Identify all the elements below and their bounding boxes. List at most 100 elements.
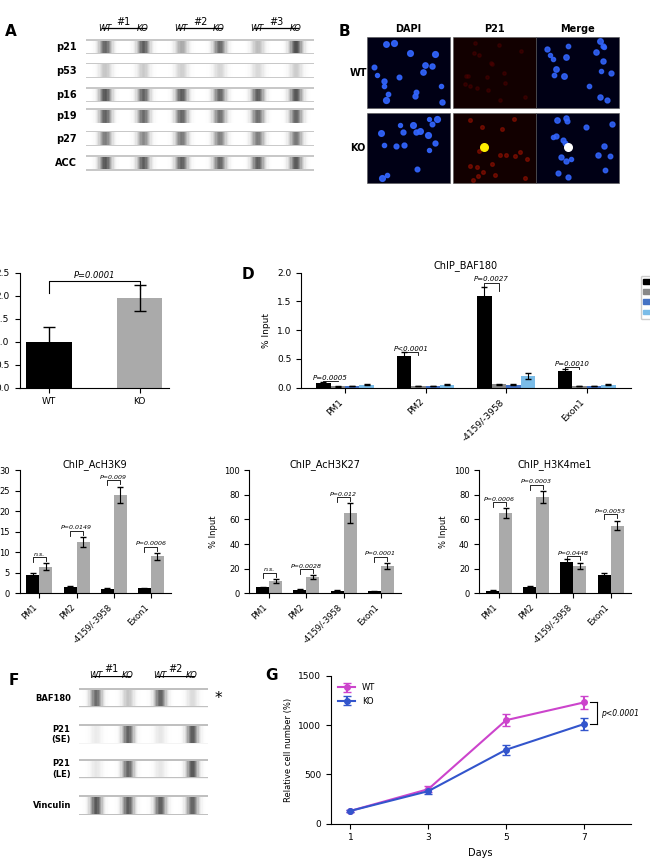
Text: WT: WT: [98, 24, 111, 33]
Bar: [260, 157, 262, 170]
Bar: [153, 40, 155, 53]
Bar: [147, 132, 149, 145]
Bar: [114, 64, 116, 77]
Bar: [179, 64, 181, 77]
Bar: [252, 64, 254, 77]
Bar: [123, 88, 124, 101]
Bar: [177, 40, 179, 53]
Bar: [179, 797, 181, 813]
Bar: [136, 64, 138, 77]
Bar: [196, 157, 198, 170]
Bar: [284, 40, 286, 53]
Bar: [263, 64, 264, 77]
Bar: [112, 40, 114, 53]
Bar: [104, 761, 105, 777]
Bar: [191, 157, 193, 170]
Bar: [194, 110, 196, 123]
Bar: [174, 88, 176, 101]
Bar: [133, 690, 135, 706]
Bar: [308, 88, 310, 101]
Bar: [113, 726, 114, 742]
Bar: [115, 110, 117, 123]
Bar: [200, 726, 202, 742]
Bar: [218, 88, 220, 101]
Bar: [257, 40, 259, 53]
Bar: [292, 157, 294, 170]
Bar: [299, 64, 301, 77]
Bar: [104, 690, 105, 706]
Bar: [192, 761, 194, 777]
Bar: [163, 132, 165, 145]
Bar: [238, 40, 240, 53]
Bar: [261, 157, 263, 170]
Bar: [157, 726, 158, 742]
Bar: [210, 40, 212, 53]
Bar: [313, 132, 315, 145]
Bar: [294, 88, 296, 101]
Bar: [166, 110, 168, 123]
Bar: [94, 110, 95, 123]
Bar: [98, 40, 100, 53]
Bar: [154, 88, 156, 101]
Bar: [237, 88, 239, 101]
Bar: [95, 132, 96, 145]
Bar: [199, 110, 201, 123]
Bar: [86, 761, 88, 777]
Bar: [255, 40, 257, 53]
Bar: [205, 726, 207, 742]
Bar: [161, 40, 162, 53]
Bar: [292, 157, 293, 170]
Bar: [99, 761, 100, 777]
Bar: [188, 132, 190, 145]
Bar: [243, 110, 245, 123]
Bar: [149, 690, 150, 706]
Bar: [207, 157, 208, 170]
Bar: [195, 110, 197, 123]
Bar: [198, 157, 200, 170]
Bar: [266, 132, 268, 145]
Bar: [312, 64, 314, 77]
Bar: [239, 110, 241, 123]
Bar: [146, 726, 148, 742]
Bar: [200, 40, 202, 53]
Bar: [274, 110, 276, 123]
Bar: [247, 64, 249, 77]
Bar: [115, 726, 117, 742]
Bar: [200, 157, 202, 170]
Bar: [91, 40, 93, 53]
Bar: [261, 64, 263, 77]
Bar: [183, 110, 185, 123]
Bar: [106, 132, 108, 145]
Bar: [239, 40, 241, 53]
Bar: [294, 40, 296, 53]
Bar: [107, 157, 109, 170]
Bar: [115, 64, 117, 77]
Title: ChIP_H3K4me1: ChIP_H3K4me1: [517, 459, 592, 470]
Bar: [255, 64, 257, 77]
Bar: [154, 690, 155, 706]
Bar: [166, 88, 168, 101]
Bar: [164, 797, 166, 813]
Bar: [271, 40, 273, 53]
Bar: [95, 797, 96, 813]
Bar: [115, 132, 117, 145]
Bar: [159, 797, 161, 813]
Bar: [203, 40, 205, 53]
Bar: [256, 157, 258, 170]
Bar: [190, 761, 192, 777]
Bar: [238, 157, 240, 170]
Bar: [299, 40, 301, 53]
Bar: [220, 110, 222, 123]
Bar: [129, 761, 131, 777]
Bar: [97, 110, 99, 123]
Bar: [140, 761, 142, 777]
Bar: [114, 797, 116, 813]
Text: F: F: [9, 673, 20, 688]
Bar: [308, 132, 310, 145]
Bar: [167, 40, 169, 53]
Text: ACC: ACC: [55, 158, 77, 168]
Bar: [138, 40, 140, 53]
Bar: [279, 110, 281, 123]
Bar: [283, 157, 285, 170]
Bar: [146, 88, 148, 101]
